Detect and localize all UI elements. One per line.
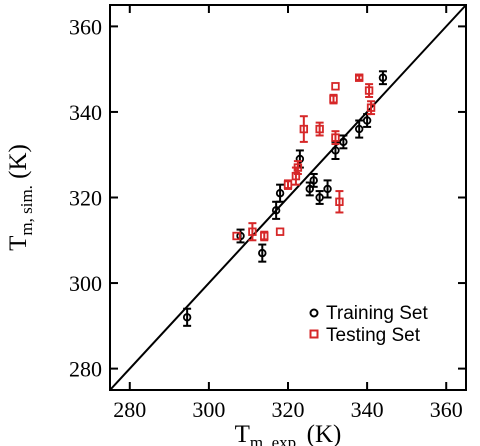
identity-line [109, 4, 467, 391]
data-point-testing-set [335, 197, 344, 206]
data-point-training-set [258, 248, 267, 258]
data-point-testing-set [331, 133, 340, 142]
y-axis-label: Tm, sim. (K) [5, 144, 36, 251]
y-tick-label: 280 [69, 357, 102, 382]
data-point-training-set [271, 206, 281, 215]
data-point-testing-set [260, 231, 269, 241]
x-axis-label: Tm, exp. (K) [235, 421, 342, 446]
data-point-testing-set [364, 86, 374, 95]
data-point-testing-set [331, 82, 340, 91]
data-point-testing-set [232, 231, 241, 241]
data-point-testing-set [315, 124, 324, 134]
data-point-testing-set [366, 103, 376, 112]
y-axis-label-unit: (K) [5, 144, 32, 179]
y-axis-label-main: T [5, 236, 32, 251]
x-tick-label: 320 [272, 397, 305, 422]
data-point-training-set [378, 73, 388, 82]
data-point-testing-set [293, 163, 303, 172]
y-axis-label-sub: m, sim. [17, 185, 36, 236]
legend-label-training: Training Set [326, 303, 428, 324]
data-point-testing-set [248, 227, 257, 236]
data-point-training-set [323, 184, 332, 194]
data-point-testing-set [299, 124, 309, 134]
axis-ticks [110, 5, 466, 390]
tick-labels: 280 300 320 340 360 280 300 320 340 360 [69, 14, 463, 422]
x-axis-label-unit: (K) [307, 421, 342, 446]
data-point-training-set [315, 193, 324, 202]
y-tick-label: 360 [69, 14, 102, 39]
legend-marker-testing [309, 329, 319, 339]
x-axis-label-main: T [235, 421, 250, 446]
data-point-training-set [275, 189, 285, 198]
x-tick-label: 360 [430, 397, 463, 422]
y-tick-label: 320 [69, 186, 102, 211]
data-point-training-set [182, 313, 192, 322]
x-axis-label-sub: m, exp. [250, 433, 301, 446]
x-tick-label: 340 [351, 397, 384, 422]
data-point-training-set [355, 124, 364, 134]
data-point-testing-set [329, 94, 338, 104]
x-tick-label: 280 [113, 397, 146, 422]
legend-label-testing: Testing Set [326, 325, 421, 346]
y-tick-label: 300 [69, 271, 102, 296]
legend-marker-training [309, 308, 319, 318]
data-points [182, 70, 388, 327]
data-point-training-set [295, 154, 305, 164]
data-point-training-set [309, 176, 318, 185]
data-point-testing-set [354, 73, 364, 82]
data-point-training-set [362, 116, 372, 125]
data-point-testing-set [275, 227, 285, 236]
legend: Training Set Testing Set [309, 303, 428, 346]
data-point-testing-set [283, 180, 293, 189]
data-point-training-set [331, 146, 340, 155]
data-point-training-set [339, 137, 348, 147]
x-tick-label: 300 [192, 397, 225, 422]
y-tick-label: 340 [69, 100, 102, 125]
data-point-training-set [305, 184, 314, 194]
data-point-testing-set [291, 171, 301, 181]
plot-frame [109, 4, 467, 391]
